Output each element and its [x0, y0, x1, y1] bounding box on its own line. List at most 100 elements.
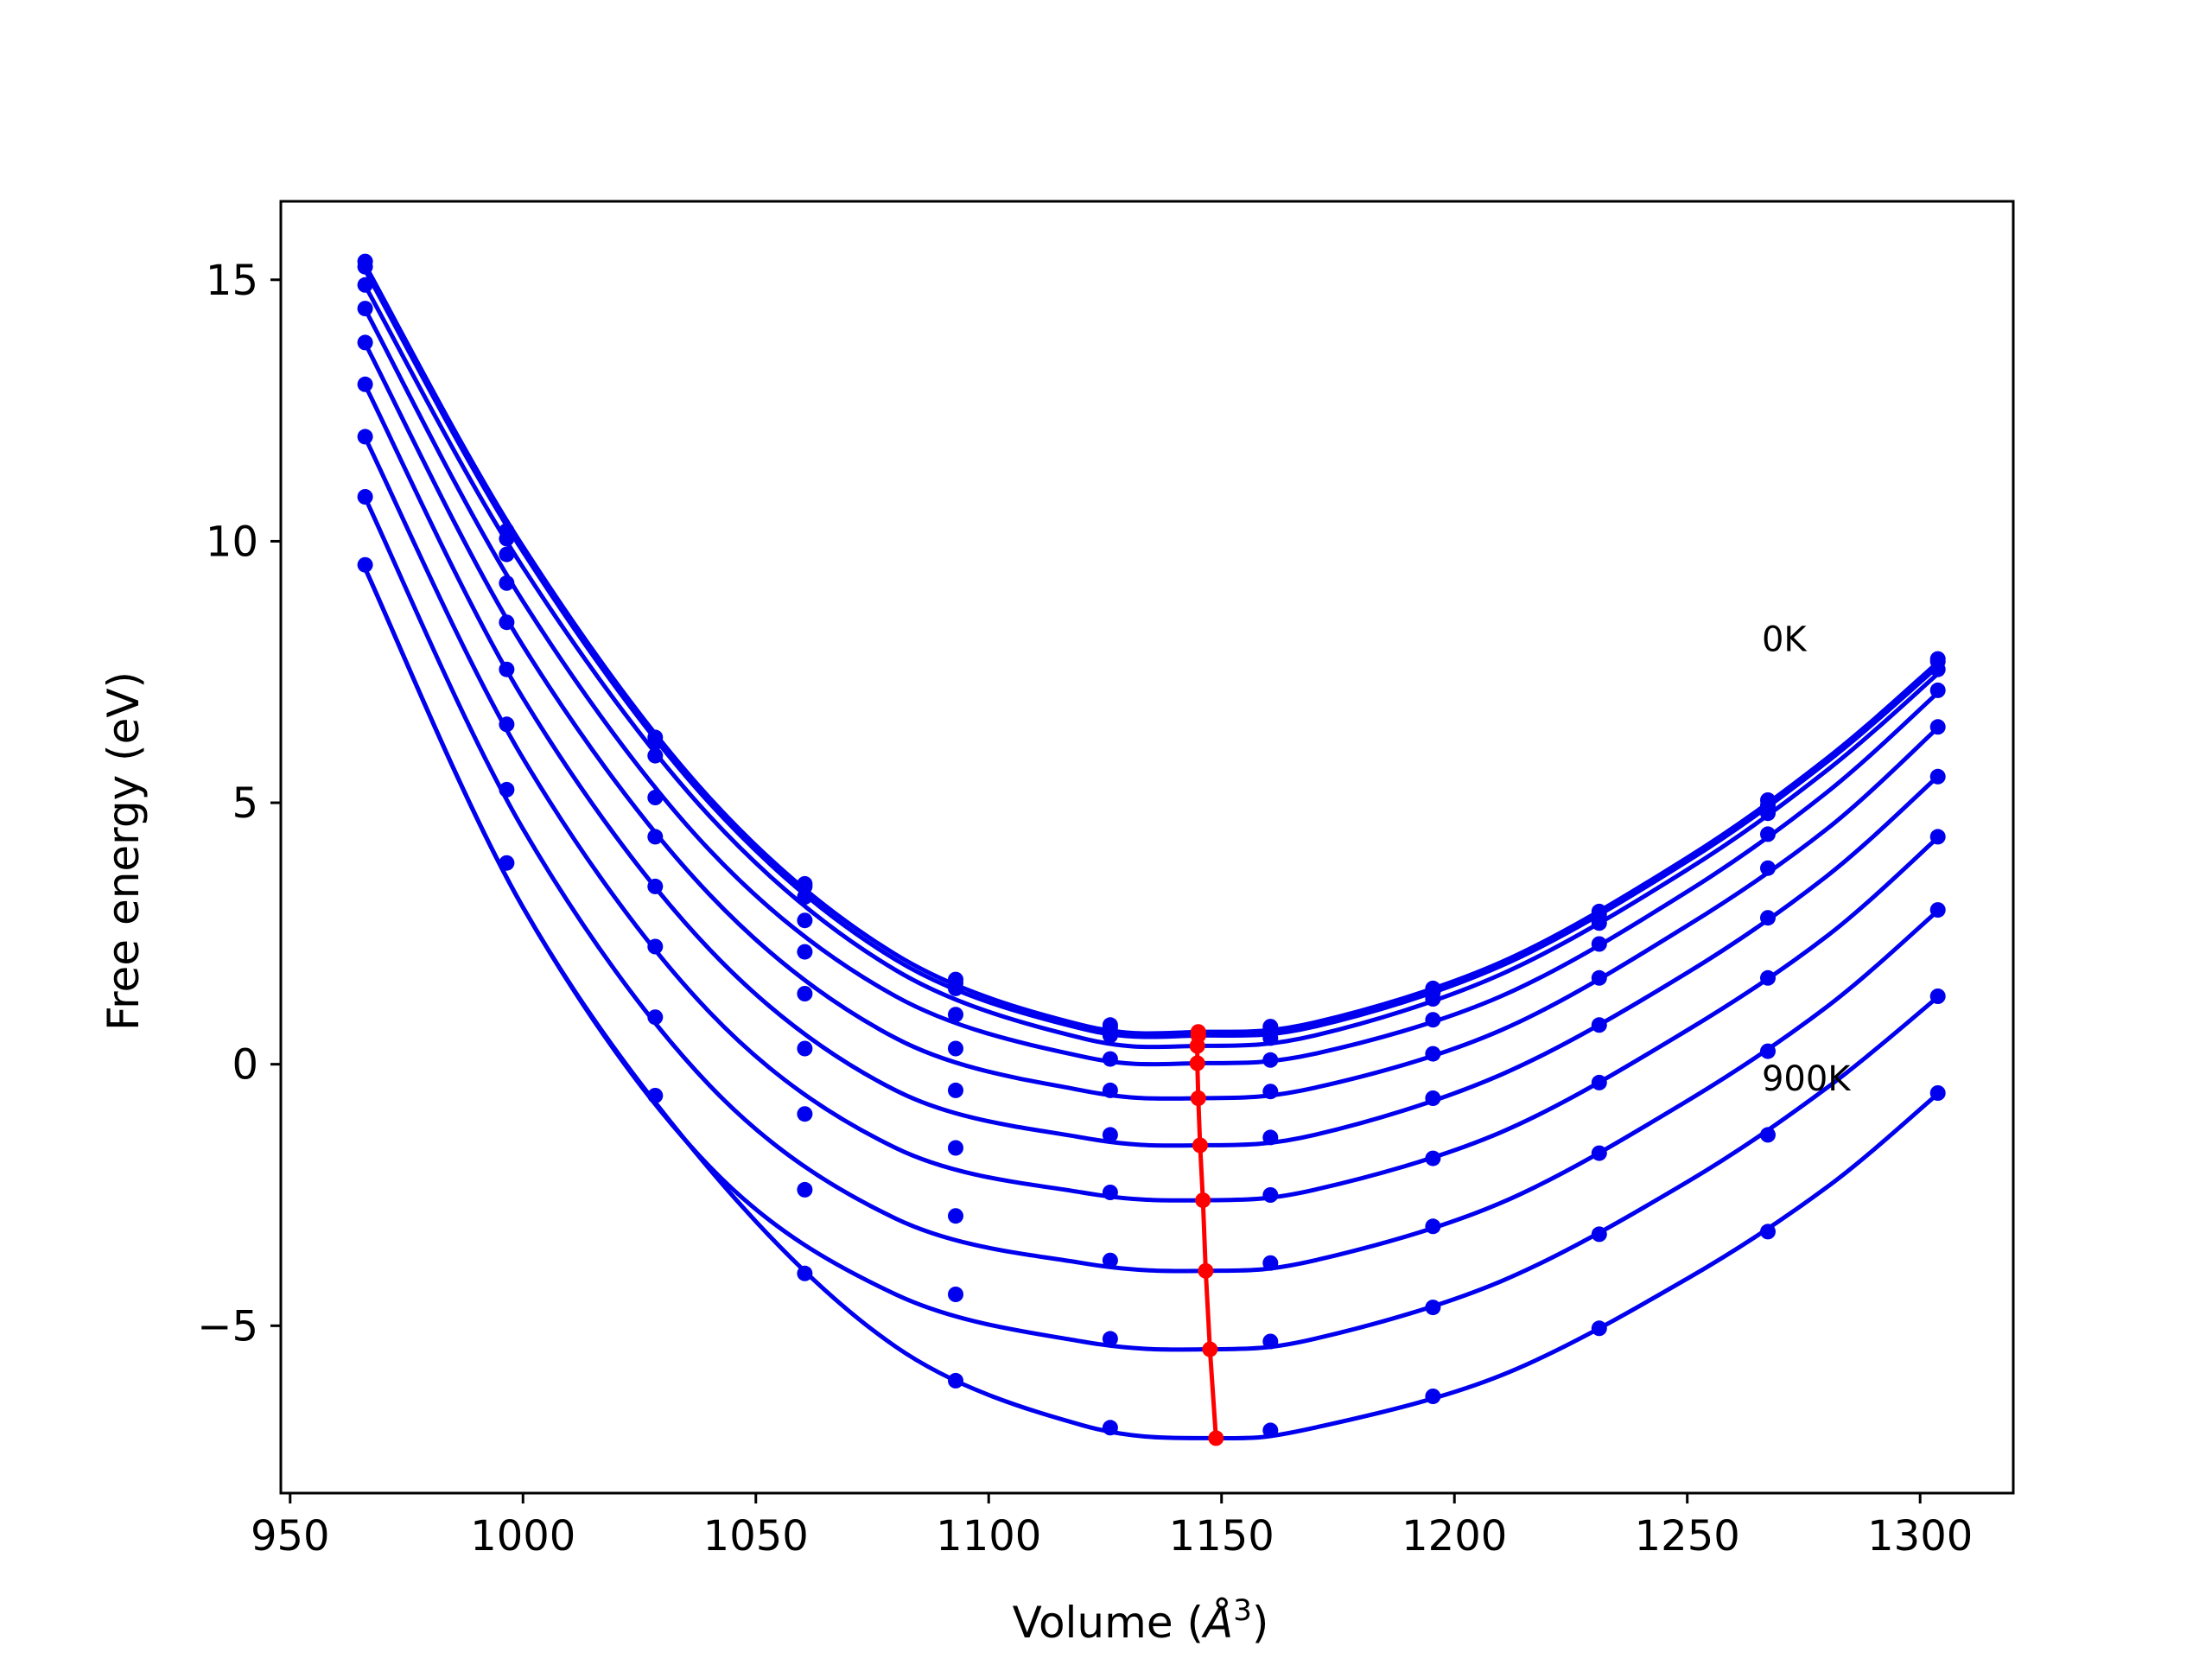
data-point-s1-2 — [647, 734, 664, 751]
data-point-s7-1 — [499, 781, 515, 798]
data-point-s8-2 — [647, 1088, 664, 1103]
data-point-s4-8 — [1591, 969, 1607, 986]
minimum-point-4 — [1190, 1090, 1206, 1106]
fit-curve-9 — [362, 566, 1941, 1441]
data-point-s3-5 — [1102, 1051, 1118, 1067]
data-point-s7-9 — [1760, 1043, 1776, 1059]
data-point-s6-0 — [357, 429, 373, 445]
data-point-s8-7 — [1425, 1300, 1441, 1316]
data-point-s7-3 — [797, 1106, 813, 1122]
data-point-s5-0 — [357, 376, 373, 392]
data-point-s6-9 — [1760, 969, 1776, 986]
y-tick-label: 15 — [206, 257, 258, 305]
data-point-s2-10 — [1929, 661, 1946, 677]
x-tick-label: 1150 — [1169, 1512, 1274, 1560]
annotation-0: 0K — [1762, 620, 1808, 660]
y-tick-label: 0 — [232, 1041, 258, 1090]
y-tick-label: 10 — [206, 518, 258, 566]
data-point-s4-1 — [499, 614, 515, 631]
data-point-s7-2 — [647, 1009, 664, 1026]
minimum-point-7 — [1198, 1262, 1214, 1279]
minimum-point-3 — [1189, 1055, 1205, 1071]
x-tick-label: 1300 — [1867, 1512, 1973, 1560]
data-point-s3-4 — [948, 1007, 963, 1023]
x-tick-label: 950 — [251, 1512, 330, 1560]
data-point-s9-4 — [948, 1372, 963, 1389]
data-point-s3-8 — [1591, 936, 1607, 952]
data-point-s6-3 — [797, 1040, 813, 1057]
x-tick-label: 1200 — [1402, 1512, 1507, 1560]
minimum-point-5 — [1192, 1137, 1208, 1154]
data-point-s5-7 — [1425, 1090, 1441, 1106]
data-point-s2-9 — [1760, 805, 1776, 822]
data-point-s3-7 — [1425, 1012, 1441, 1028]
fit-curve-0 — [362, 263, 1941, 1036]
data-point-s3-2 — [647, 790, 664, 805]
fit-curve-3 — [362, 307, 1941, 1067]
data-point-s4-5 — [1102, 1082, 1118, 1098]
data-point-s3-6 — [1262, 1052, 1279, 1068]
data-point-s2-6 — [1262, 1030, 1279, 1046]
data-point-s3-1 — [499, 575, 515, 591]
minimum-point-9 — [1208, 1430, 1224, 1446]
data-point-s8-5 — [1102, 1331, 1118, 1347]
data-point-s5-10 — [1929, 768, 1946, 785]
data-point-s4-3 — [797, 944, 813, 960]
data-point-s2-2 — [647, 747, 664, 764]
x-axis-ticks: 950 1000 1050 1100 1150 1200 1250 1300 — [251, 1493, 1973, 1560]
data-point-s3-0 — [357, 301, 373, 317]
data-point-s6-5 — [1102, 1185, 1118, 1200]
fit-curve-1 — [362, 268, 1941, 1039]
data-point-s6-6 — [1262, 1187, 1279, 1203]
data-point-s8-6 — [1262, 1333, 1279, 1350]
data-points — [357, 253, 1946, 1439]
data-point-s5-1 — [499, 661, 515, 677]
data-point-s7-5 — [1102, 1252, 1118, 1268]
data-point-s9-9 — [1760, 1224, 1776, 1240]
data-point-s9-7 — [1425, 1389, 1441, 1404]
data-point-s9-5 — [1102, 1420, 1118, 1436]
data-point-s2-7 — [1425, 991, 1441, 1007]
data-point-s2-3 — [797, 889, 813, 905]
y-tick-label: 5 — [232, 779, 258, 828]
fit-curve-2 — [362, 283, 1941, 1050]
fit-curve-6 — [362, 435, 1941, 1203]
data-point-s5-3 — [797, 986, 813, 1001]
data-point-s6-2 — [647, 938, 664, 955]
data-point-s7-10 — [1929, 902, 1946, 918]
fitted-curves — [362, 263, 1941, 1441]
fit-curve-4 — [362, 341, 1941, 1101]
data-point-s4-4 — [948, 1040, 963, 1057]
data-point-s4-0 — [357, 334, 373, 351]
data-point-s1-1 — [499, 531, 515, 547]
data-point-s8-4 — [948, 1287, 963, 1302]
data-point-s5-2 — [647, 878, 664, 894]
data-point-s4-7 — [1425, 1046, 1441, 1062]
minimum-path — [1189, 1024, 1224, 1446]
data-point-s6-10 — [1929, 829, 1946, 845]
data-point-s8-1 — [499, 855, 515, 871]
annotations: 0K 900K — [1762, 620, 1852, 1099]
data-point-s7-4 — [948, 1208, 963, 1224]
data-point-s8-9 — [1760, 1127, 1776, 1143]
data-point-s4-2 — [647, 829, 664, 845]
data-point-s3-10 — [1929, 682, 1946, 698]
data-point-s4-9 — [1760, 860, 1776, 876]
data-point-s2-8 — [1591, 915, 1607, 931]
data-point-s2-1 — [499, 546, 515, 563]
minimum-point-6 — [1195, 1192, 1211, 1209]
data-point-s6-1 — [499, 716, 515, 733]
data-point-s9-3 — [797, 1265, 813, 1281]
data-point-s6-8 — [1591, 1074, 1607, 1090]
data-point-s7-7 — [1425, 1218, 1441, 1235]
data-point-s5-9 — [1760, 910, 1776, 926]
data-point-s2-0 — [357, 276, 373, 293]
y-axis-label: Free energy (eV) — [99, 671, 149, 1031]
minimum-point-8 — [1202, 1341, 1218, 1357]
annotation-1: 900K — [1762, 1059, 1852, 1099]
data-point-s4-10 — [1929, 719, 1946, 735]
y-axis-ticks: −5 0 5 10 15 — [197, 257, 281, 1351]
data-point-s5-8 — [1591, 1017, 1607, 1033]
x-tick-label: 1100 — [936, 1512, 1041, 1560]
